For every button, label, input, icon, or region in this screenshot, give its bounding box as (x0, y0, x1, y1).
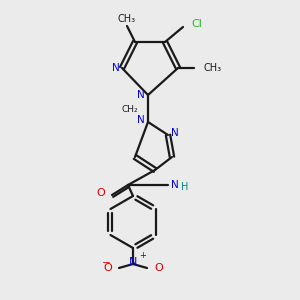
Text: N: N (112, 63, 120, 73)
Text: N: N (171, 180, 179, 190)
Text: +: + (139, 251, 146, 260)
Text: O: O (154, 263, 163, 273)
Text: O: O (103, 263, 112, 273)
Text: H: H (181, 182, 188, 192)
Text: N: N (137, 115, 145, 125)
Text: Cl: Cl (191, 19, 202, 29)
Text: −: − (102, 258, 110, 268)
Text: CH₃: CH₃ (118, 14, 136, 24)
Text: N: N (171, 128, 179, 138)
Text: O: O (96, 188, 105, 198)
Text: N: N (129, 257, 137, 267)
Text: CH₃: CH₃ (204, 63, 222, 73)
Text: N: N (137, 90, 145, 100)
Text: CH₂: CH₂ (122, 104, 138, 113)
